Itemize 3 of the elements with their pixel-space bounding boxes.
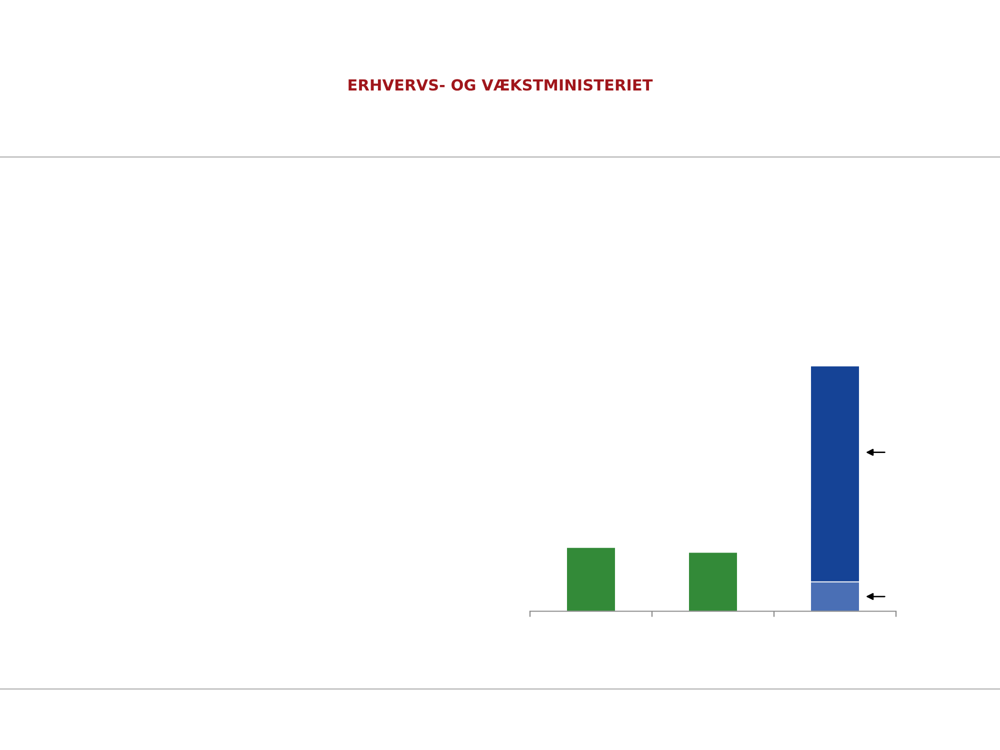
bar <box>566 547 616 612</box>
text: ERHVERVS- OG VÆKSTMINISTERIET <box>348 79 653 91</box>
bar <box>688 552 738 612</box>
